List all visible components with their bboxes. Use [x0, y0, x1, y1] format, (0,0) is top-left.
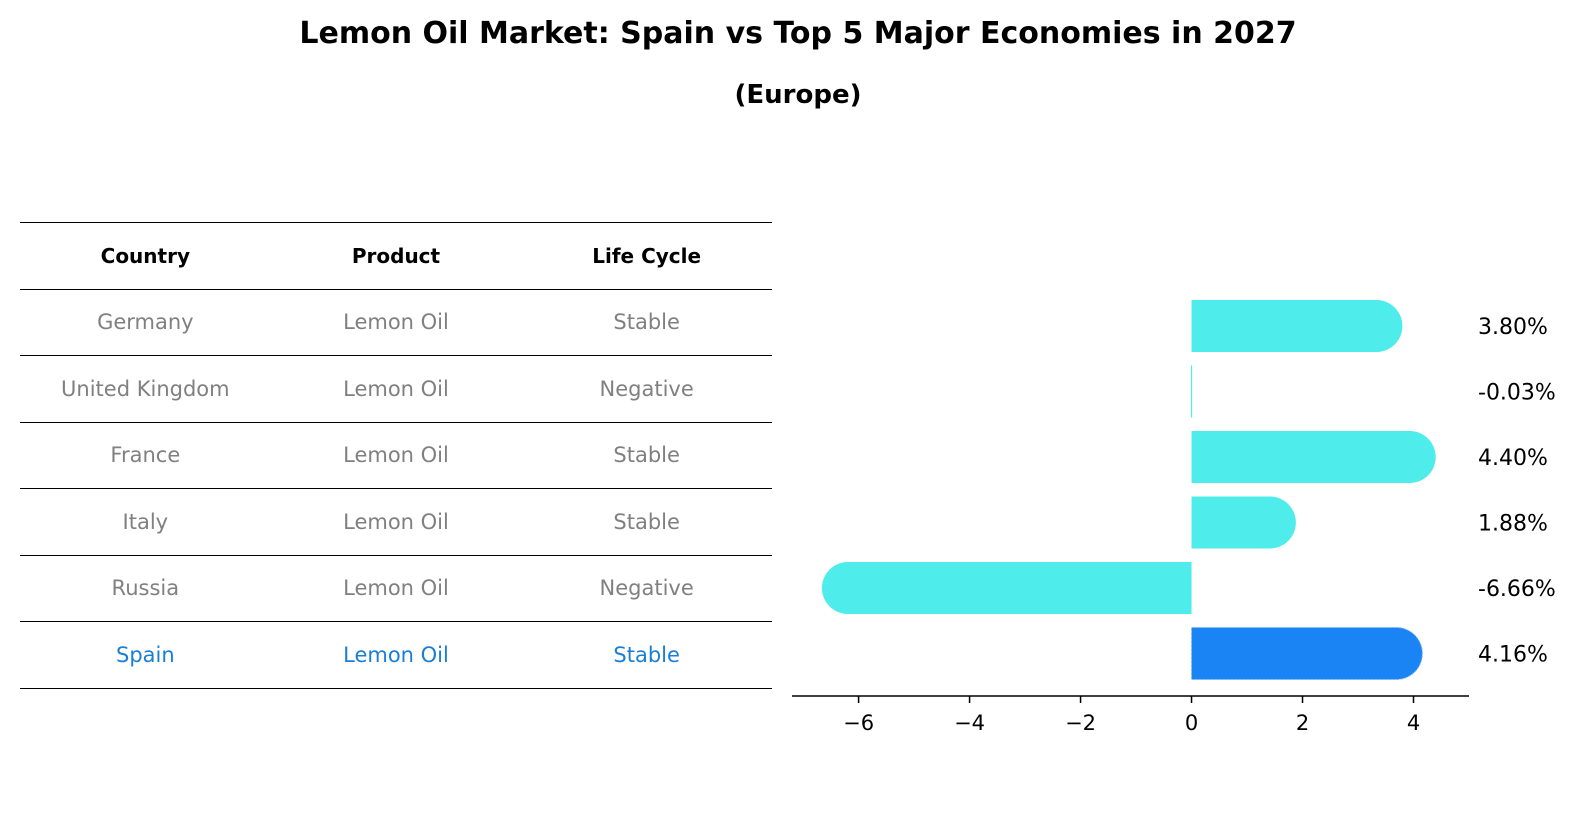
cell-life-cycle: Stable [521, 621, 772, 689]
cell-country: United Kingdom [20, 355, 271, 423]
table-row: United Kingdom Lemon Oil Negative [20, 355, 772, 423]
cell-life-cycle: Negative [521, 555, 772, 622]
header-product: Product [270, 222, 522, 290]
table-row: Russia Lemon Oil Negative [20, 555, 772, 622]
chart-subtitle: (Europe) [734, 80, 862, 110]
cell-country: Italy [20, 488, 271, 556]
data-label: 4.40% [1478, 446, 1548, 471]
table-row-highlight: Spain Lemon Oil Stable [20, 621, 772, 689]
table-row: France Lemon Oil Stable [20, 422, 772, 489]
cell-life-cycle: Stable [521, 422, 772, 489]
table-row: Italy Lemon Oil Stable [20, 488, 772, 556]
cell-life-cycle: Stable [521, 488, 772, 556]
data-label: 3.80% [1478, 315, 1548, 340]
bar-united-kingdom [1190, 365, 1193, 418]
data-label: -0.03% [1478, 381, 1556, 406]
data-label: 1.88% [1478, 512, 1548, 537]
x-tick-label: −4 [954, 711, 985, 735]
country-table: Country Product Life Cycle Germany Lemon… [20, 222, 772, 689]
header-country: Country [20, 222, 271, 290]
header-life-cycle: Life Cycle [521, 222, 772, 290]
cell-product: Lemon Oil [270, 355, 522, 423]
bar-france [1191, 431, 1436, 483]
x-tick-label: −6 [843, 711, 874, 735]
cell-product: Lemon Oil [270, 422, 522, 489]
cell-product: Lemon Oil [270, 555, 522, 622]
cell-country: Russia [20, 555, 271, 622]
bar-spain [1191, 627, 1423, 680]
x-tick-label: 0 [1185, 711, 1198, 735]
x-tick-label: −2 [1065, 711, 1096, 735]
cell-product: Lemon Oil [270, 488, 522, 556]
cell-country: Germany [20, 289, 271, 356]
cell-product: Lemon Oil [270, 289, 522, 356]
table-header-row: Country Product Life Cycle [20, 222, 772, 290]
cell-life-cycle: Stable [521, 289, 772, 356]
data-label: -6.66% [1478, 577, 1556, 602]
table-row: Germany Lemon Oil Stable [20, 289, 772, 356]
x-tick-label: 2 [1296, 711, 1309, 735]
bar-italy [1191, 496, 1296, 549]
cell-life-cycle: Negative [521, 355, 772, 423]
cell-country: France [20, 422, 271, 489]
bar-russia [821, 562, 1192, 614]
cell-product: Lemon Oil [270, 621, 522, 689]
cell-country: Spain [20, 621, 271, 689]
chart-title: Lemon Oil Market: Spain vs Top 5 Major E… [299, 16, 1297, 51]
x-tick-label: 4 [1407, 711, 1420, 735]
data-label: 4.16% [1478, 643, 1548, 668]
bar-germany [1191, 300, 1403, 352]
